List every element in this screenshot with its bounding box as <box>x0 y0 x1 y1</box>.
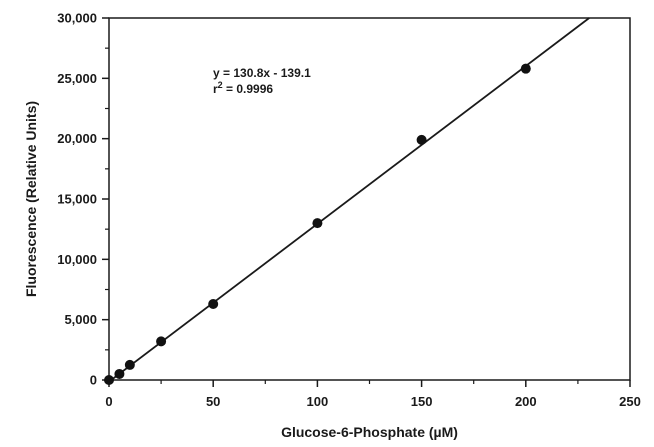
data-point <box>312 218 323 229</box>
data-point <box>156 336 167 347</box>
r-squared-superscript: 2 <box>218 80 223 90</box>
x-axis-title: Glucose-6-Phosphate (µM) <box>281 424 458 440</box>
y-axis-title: Fluorescence (Relative Units) <box>23 101 39 297</box>
data-point <box>124 359 135 370</box>
y-axis-ticks: 0 5,000 10,000 15,000 20,000 25,000 30,000 <box>57 11 109 388</box>
regression-line-group <box>110 17 590 381</box>
x-tick-label: 250 <box>619 394 641 409</box>
y-tick-label: 5,000 <box>64 312 97 327</box>
r-squared-value: = 0.9996 <box>223 82 274 96</box>
r-squared-prefix: r <box>213 82 218 96</box>
data-point <box>520 63 531 74</box>
plot-frame <box>108 17 631 381</box>
data-point <box>208 298 219 309</box>
y-tick-label: 10,000 <box>57 252 97 267</box>
y-tick-label: 15,000 <box>57 192 97 207</box>
data-point <box>114 368 125 379</box>
x-tick-label: 0 <box>105 394 112 409</box>
x-tick-label: 200 <box>515 394 537 409</box>
x-tick-label: 50 <box>206 394 220 409</box>
y-tick-label: 20,000 <box>57 131 97 146</box>
equation-label: y = 130.8x - 139.1 <box>213 66 311 80</box>
data-point <box>104 375 114 385</box>
x-tick-label: 150 <box>411 394 433 409</box>
y-tick-label: 25,000 <box>57 71 97 86</box>
x-axis-ticks: 0 50 100 150 200 250 <box>105 380 641 409</box>
y-tick-label: 30,000 <box>57 11 97 26</box>
data-points <box>104 63 531 385</box>
y-tick-label: 0 <box>90 373 97 388</box>
data-point <box>416 134 427 145</box>
x-tick-label: 100 <box>307 394 329 409</box>
r-squared-label: r2 = 0.9996 <box>213 80 273 96</box>
regression-line <box>110 17 590 381</box>
